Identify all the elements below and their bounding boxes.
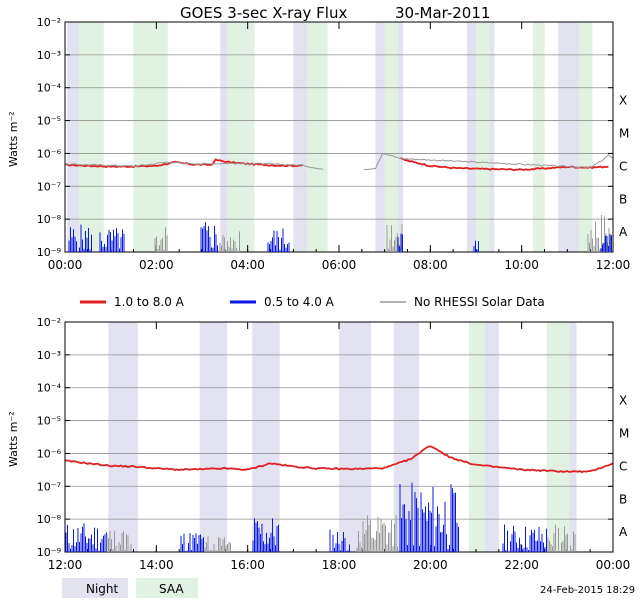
x-tick-label: 22:00	[504, 558, 539, 572]
flare-class-label: M	[619, 127, 629, 141]
x-tick-label: 14:00	[139, 558, 174, 572]
saa-band	[476, 22, 490, 252]
legend-label-long: 1.0 to 8.0 A	[114, 295, 185, 309]
saa-band	[384, 22, 399, 252]
flare-class-label: A	[619, 525, 628, 539]
y-tick-label: 10⁻⁴	[37, 382, 62, 395]
flare-class-label: M	[619, 427, 629, 441]
saa-band	[533, 22, 545, 252]
legend-item-long: 1.0 to 8.0 A	[80, 295, 185, 309]
series-line	[64, 445, 614, 474]
night-band	[108, 322, 139, 552]
saa-band	[578, 22, 593, 252]
night-legend-label: Night	[86, 582, 119, 596]
y-tick-label: 10⁻⁵	[37, 415, 61, 428]
saa-band	[469, 322, 486, 552]
saa-legend-label: SAA	[159, 582, 184, 596]
y-tick-label: 10⁻⁸	[37, 213, 62, 226]
night-band	[199, 322, 228, 552]
saa-band	[227, 22, 255, 252]
flare-class-label: X	[619, 394, 627, 408]
night-band	[252, 322, 280, 552]
flare-class-label: C	[619, 159, 627, 173]
series-line	[64, 161, 324, 171]
saa-swatch	[136, 578, 198, 598]
y-tick-label: 10⁻⁹	[37, 246, 61, 259]
y-tick-label: 10⁻²	[37, 316, 61, 329]
y-tick-label: 10⁻³	[37, 349, 61, 362]
chart-date: 30-Mar-2011	[395, 4, 490, 22]
footer-date: 24-Feb-2015 18:29	[540, 585, 635, 596]
night-band	[339, 322, 371, 552]
x-tick-label: 06:00	[322, 258, 357, 272]
bottom-legend: Night SAA	[62, 578, 198, 598]
saa-band	[133, 22, 168, 252]
y-tick-label: 10⁻⁷	[37, 180, 61, 193]
night-swatch	[62, 578, 128, 598]
chart-title: GOES 3-sec X-ray Flux	[180, 4, 347, 22]
y-tick-label: 10⁻⁶	[37, 147, 62, 160]
y-tick-label: 10⁻⁴	[37, 82, 62, 95]
legend-item-short: 0.5 to 4.0 A	[230, 295, 335, 309]
plot-frame	[64, 21, 614, 253]
legend-label-norhessi: No RHESSI Solar Data	[414, 295, 545, 309]
flare-class-label: A	[619, 225, 628, 239]
y-tick-label: 10⁻²	[37, 16, 61, 29]
x-tick-label: 10:00	[504, 258, 539, 272]
flare-class-label: B	[619, 192, 627, 206]
x-tick-label: 08:00	[413, 258, 448, 272]
y-axis-label: Watts m⁻²	[7, 111, 20, 167]
y-tick-label: 10⁻³	[37, 49, 61, 62]
bottom-panel: 10⁻² 10⁻³ 10⁻⁴ 10⁻⁵ 10⁻⁶ 10⁻⁷ 10⁻⁸ 10⁻⁹ X M C B A Wat…	[7, 316, 630, 572]
x-tick-label: 00:00	[596, 558, 631, 572]
x-tick-label: 12:00	[596, 258, 631, 272]
series-line	[363, 152, 614, 171]
flare-class-label: X	[619, 94, 627, 108]
x-tick-label: 04:00	[230, 258, 265, 272]
x-tick-label: 18:00	[322, 558, 357, 572]
top-panel: 10⁻² 10⁻³ 10⁻⁴ 10⁻⁵ 10⁻⁶ 10⁻⁷ 10⁻⁸ 10⁻⁹ X M C B A Wat…	[7, 16, 630, 272]
flare-class-label: B	[619, 492, 627, 506]
saa-band	[546, 322, 570, 552]
y-axis-label: Watts m⁻²	[7, 411, 20, 467]
flare-class-label: C	[619, 459, 627, 473]
y-tick-label: 10⁻⁸	[37, 513, 62, 526]
legend-item-norhessi: No RHESSI Solar Data	[380, 295, 545, 309]
saa-band	[307, 22, 328, 252]
y-tick-label: 10⁻⁹	[37, 546, 61, 559]
x-tick-label: 12:00	[48, 558, 83, 572]
legend-label-short: 0.5 to 4.0 A	[264, 295, 335, 309]
y-tick-label: 10⁻⁶	[37, 447, 62, 460]
x-tick-label: 16:00	[230, 558, 265, 572]
y-tick-label: 10⁻⁷	[37, 480, 61, 493]
saa-band	[78, 22, 104, 252]
x-tick-label: 02:00	[139, 258, 174, 272]
x-tick-label: 20:00	[413, 558, 448, 572]
y-tick-label: 10⁻⁵	[37, 115, 61, 128]
legend: 1.0 to 8.0 A 0.5 to 4.0 A No RHESSI Sola…	[80, 295, 545, 309]
x-tick-label: 00:00	[48, 258, 83, 272]
